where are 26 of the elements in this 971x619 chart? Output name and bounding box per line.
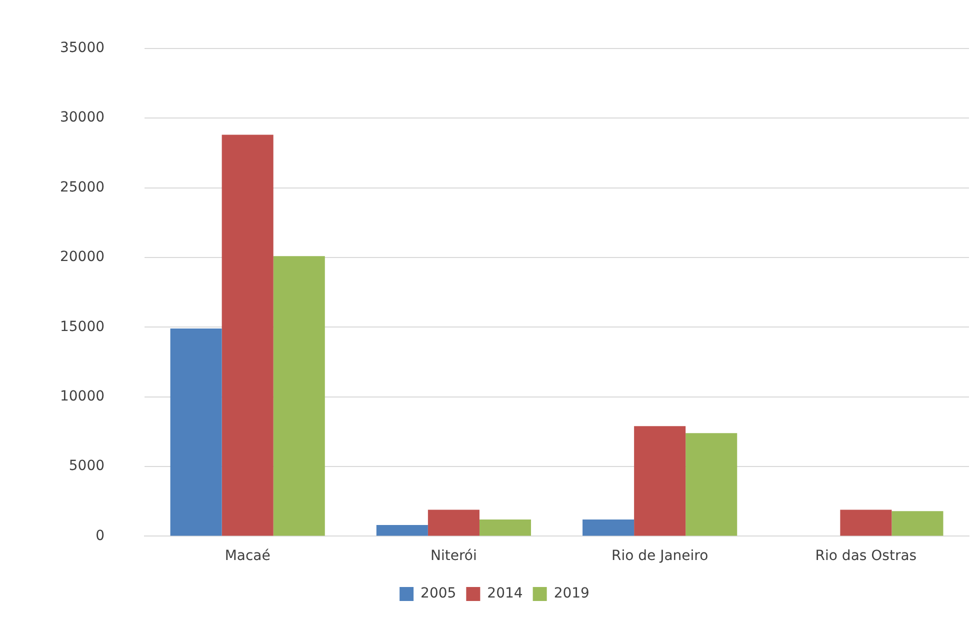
x-tick-label: Macaé — [224, 548, 270, 564]
bar — [479, 519, 532, 536]
legend-label: 2014 — [487, 586, 523, 602]
y-tick-label: 20000 — [60, 249, 105, 266]
bar — [273, 256, 325, 536]
bar — [686, 433, 738, 536]
bar — [582, 519, 634, 536]
y-tick-label: 10000 — [60, 388, 105, 404]
y-tick-label: 0 — [96, 528, 105, 544]
y-tick-label: 15000 — [60, 318, 105, 335]
x-tick-label: Rio de Janeiro — [611, 548, 708, 564]
legend-label: 2005 — [420, 586, 456, 602]
y-tick-label: 30000 — [60, 110, 105, 126]
bar — [634, 426, 686, 536]
y-tick-label: 25000 — [60, 179, 105, 196]
x-tick-label: Niterói — [430, 548, 477, 564]
x-tick-label: Rio das Ostras — [815, 548, 917, 564]
legend-label: 2019 — [554, 586, 590, 602]
bar — [222, 134, 274, 536]
y-tick-label: 5000 — [68, 458, 105, 474]
y-tick-label: 35000 — [60, 40, 105, 56]
bar — [376, 525, 428, 536]
bar — [840, 510, 892, 536]
bar — [428, 510, 480, 536]
bar — [170, 328, 222, 536]
bar — [892, 511, 944, 536]
